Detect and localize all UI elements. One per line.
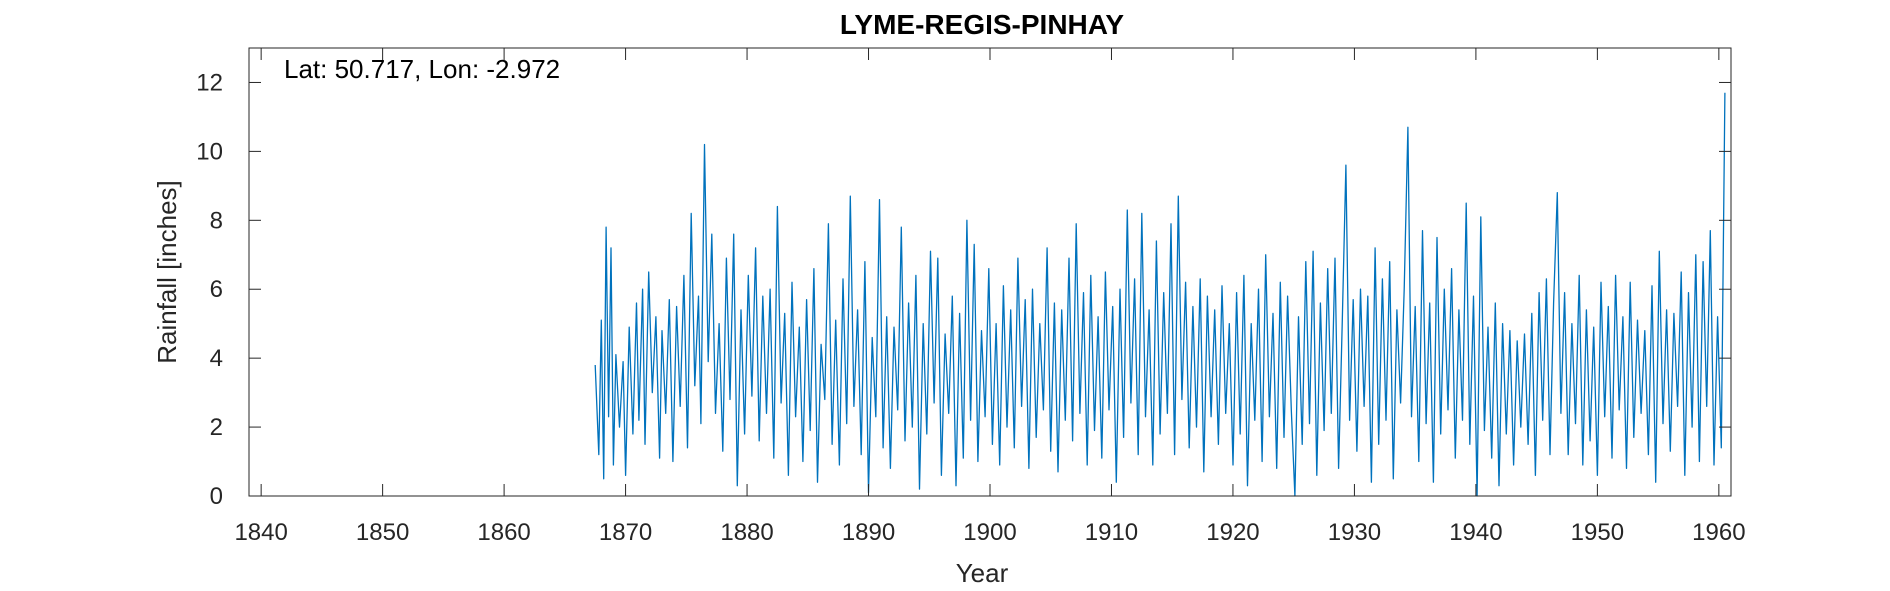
rainfall-series-line-0: [594, 92, 1726, 497]
x-axis: 1840 1850 1860 1870 1880 1890 1900 1910 1920 1930…: [234, 48, 1746, 546]
y-tick-label-10: 10: [196, 138, 223, 165]
series-layer: [594, 92, 1726, 497]
x-tick-label-1860: 1860: [477, 519, 530, 546]
plot-area: [249, 48, 1731, 496]
x-tick-label-1850: 1850: [356, 519, 409, 546]
x-tick-label-1940: 1940: [1449, 519, 1502, 546]
x-tick-label-1900: 1900: [963, 519, 1016, 546]
location-annotation: Lat: 50.717, Lon: -2.972: [284, 54, 560, 84]
x-tick-label-1950: 1950: [1571, 519, 1624, 546]
x-tick-label-1930: 1930: [1328, 519, 1381, 546]
y-tick-label-4: 4: [210, 345, 223, 372]
x-axis-label: Year: [956, 558, 1009, 588]
chart-title: LYME-REGIS-PINHAY: [840, 9, 1125, 40]
y-axis-label: Rainfall [inches]: [152, 180, 182, 364]
y-tick-label-0: 0: [210, 483, 223, 510]
x-tick-label-1960: 1960: [1692, 519, 1745, 546]
x-tick-label-1910: 1910: [1085, 519, 1138, 546]
x-tick-label-1890: 1890: [842, 519, 895, 546]
y-tick-label-12: 12: [196, 69, 223, 96]
y-tick-label-2: 2: [210, 414, 223, 441]
y-axis: 0 2 4 6 8 10 12: [196, 69, 1731, 510]
x-tick-label-1840: 1840: [234, 519, 287, 546]
y-tick-label-6: 6: [210, 276, 223, 303]
x-tick-label-1870: 1870: [599, 519, 652, 546]
y-tick-label-8: 8: [210, 207, 223, 234]
x-tick-label-1880: 1880: [720, 519, 773, 546]
x-tick-label-1920: 1920: [1206, 519, 1259, 546]
plot-background: [249, 48, 1731, 496]
